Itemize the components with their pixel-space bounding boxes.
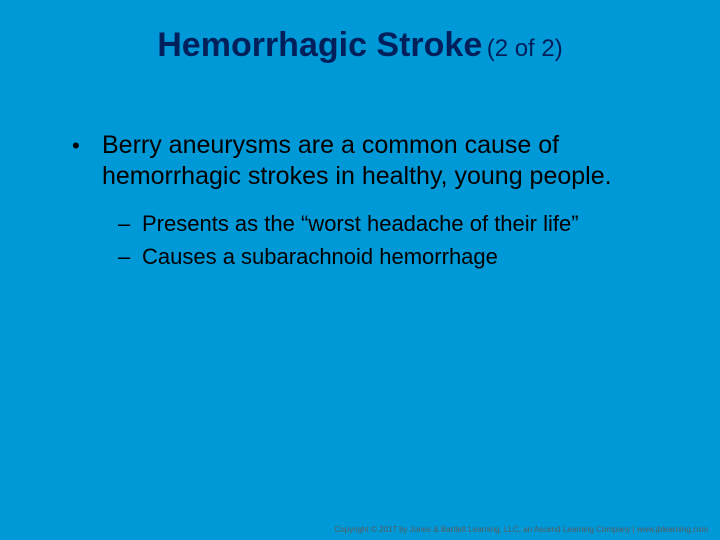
copyright-footer: Copyright © 2017 by Jones & Bartlett Lea… bbox=[334, 525, 708, 534]
slide: Hemorrhagic Stroke (2 of 2) • Berry aneu… bbox=[0, 0, 720, 540]
sub-bullet-group: – Presents as the “worst headache of the… bbox=[118, 207, 660, 273]
bullet-marker: • bbox=[72, 130, 102, 193]
bullet-level2: – Presents as the “worst headache of the… bbox=[118, 207, 660, 240]
bullet-text: Causes a subarachnoid hemorrhage bbox=[142, 240, 498, 273]
slide-content: • Berry aneurysms are a common cause of … bbox=[72, 130, 660, 273]
bullet-marker: – bbox=[118, 240, 142, 273]
bullet-text: Berry aneurysms are a common cause of he… bbox=[102, 130, 660, 193]
title-main: Hemorrhagic Stroke bbox=[157, 26, 482, 64]
bullet-level1: • Berry aneurysms are a common cause of … bbox=[72, 130, 660, 193]
title-sub: (2 of 2) bbox=[487, 35, 563, 62]
bullet-marker: – bbox=[118, 207, 142, 240]
bullet-text: Presents as the “worst headache of their… bbox=[142, 207, 579, 240]
bullet-level2: – Causes a subarachnoid hemorrhage bbox=[118, 240, 660, 273]
slide-title: Hemorrhagic Stroke (2 of 2) bbox=[0, 26, 720, 65]
